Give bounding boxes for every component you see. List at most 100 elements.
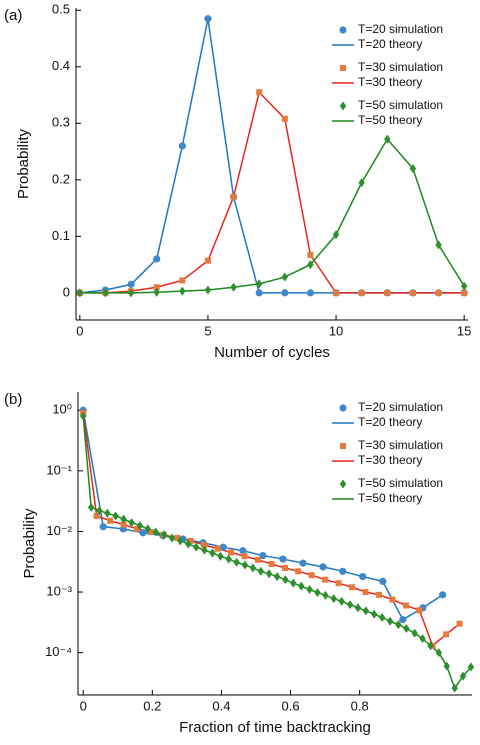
x-tick-label: 10 (329, 323, 343, 338)
marker (255, 279, 263, 289)
marker (204, 285, 212, 295)
marker (290, 578, 297, 588)
legend-label: T=30 simulation (358, 60, 443, 74)
marker (384, 289, 391, 296)
marker (306, 289, 315, 297)
y-tick-label: 0.3 (52, 115, 70, 130)
marker (144, 524, 152, 534)
legend-label: T=20 simulation (358, 400, 443, 414)
marker (307, 252, 314, 258)
marker (233, 557, 240, 567)
marker (419, 634, 426, 644)
marker (255, 556, 262, 563)
marker (230, 193, 237, 200)
marker (136, 521, 144, 531)
marker (395, 620, 402, 630)
marker (241, 560, 249, 570)
legend-label: T=30 simulation (358, 438, 443, 452)
panel-label: (b) (4, 391, 22, 408)
marker (239, 547, 247, 555)
marker (273, 572, 281, 582)
marker (281, 115, 288, 122)
marker (259, 551, 267, 560)
marker (201, 541, 208, 548)
marker (217, 551, 224, 561)
legend-label: T=50 theory (358, 491, 422, 505)
marker (435, 648, 443, 658)
x-tick-label: 5 (204, 323, 211, 338)
legend-label: T=20 theory (358, 415, 422, 429)
marker (241, 553, 248, 560)
marker (461, 289, 468, 296)
marker (346, 600, 354, 610)
marker (322, 576, 329, 583)
marker (416, 607, 423, 614)
marker (362, 606, 370, 616)
marker (376, 591, 383, 598)
marker (104, 508, 111, 518)
marker (370, 609, 378, 619)
marker (322, 590, 329, 600)
marker (338, 596, 345, 606)
y-tick-label: 0.1 (52, 228, 70, 243)
panel-label: (a) (4, 7, 22, 24)
marker (249, 563, 257, 573)
x-tick-label: 0.2 (143, 698, 161, 713)
marker (340, 65, 346, 71)
marker (120, 514, 127, 524)
marker (230, 282, 237, 292)
y-tick-label: 0.2 (52, 171, 70, 186)
marker (451, 683, 458, 693)
marker (87, 502, 95, 512)
marker (128, 518, 135, 528)
marker (178, 142, 186, 150)
marker (378, 613, 386, 623)
marker (362, 589, 369, 596)
marker (147, 528, 154, 535)
marker (96, 506, 103, 516)
y-tick-label: 10⁻⁴ (45, 644, 72, 659)
marker (314, 588, 321, 598)
x-tick-label: 0.8 (351, 698, 369, 713)
marker (307, 260, 314, 270)
marker (384, 134, 391, 144)
theory-line (79, 90, 465, 294)
marker (279, 555, 287, 563)
marker (99, 523, 107, 531)
legend-label: T=50 theory (358, 113, 422, 127)
y-tick-label: 0.5 (52, 2, 70, 17)
marker (107, 517, 114, 524)
legend-label: T=20 simulation (358, 22, 443, 36)
marker (339, 479, 347, 489)
marker (402, 602, 409, 609)
marker (265, 569, 273, 579)
marker (153, 284, 160, 291)
marker (319, 563, 327, 571)
legend-label: T=50 simulation (358, 98, 443, 112)
marker (298, 581, 305, 591)
marker (427, 641, 434, 651)
marker (281, 272, 289, 282)
marker (335, 580, 342, 587)
marker (160, 530, 168, 540)
marker (409, 164, 417, 174)
marker (339, 101, 347, 111)
marker (204, 257, 211, 264)
marker (389, 596, 396, 603)
marker (467, 662, 475, 672)
marker (332, 230, 340, 240)
x-tick-label: 0.6 (282, 698, 300, 713)
marker (295, 568, 302, 575)
marker (439, 591, 447, 599)
y-axis-label: Probability (21, 508, 38, 579)
marker (349, 584, 356, 591)
marker (358, 178, 365, 188)
theory-line (79, 137, 465, 294)
marker (112, 511, 119, 521)
x-axis-label: Fraction of time backtracking (179, 719, 371, 736)
marker (93, 512, 100, 519)
marker (411, 628, 418, 638)
marker (76, 288, 84, 298)
marker (127, 280, 135, 288)
marker (120, 521, 127, 528)
